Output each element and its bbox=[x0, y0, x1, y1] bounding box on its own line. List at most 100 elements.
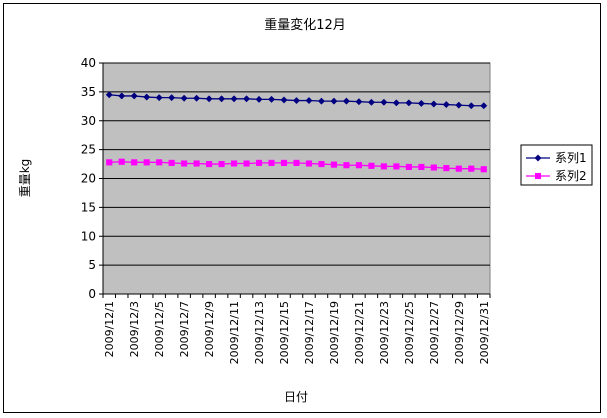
y-tick-label: 10 bbox=[81, 229, 96, 243]
series-1-point bbox=[330, 97, 338, 105]
series-1-point bbox=[292, 96, 301, 105]
x-tick-label: 2009/12/29 bbox=[453, 301, 466, 364]
series-2-point bbox=[305, 160, 313, 167]
x-tick-label: 2009/12/31 bbox=[478, 301, 491, 364]
y-tick-label: 40 bbox=[81, 56, 96, 70]
series-1-point bbox=[442, 101, 450, 109]
series-1-point bbox=[168, 94, 176, 102]
series-2-point bbox=[131, 159, 138, 166]
x-tick-label: 2009/12/13 bbox=[253, 301, 266, 364]
x-axis: 2009/12/1 2009/12/3 2009/12/5 2009/12/7 2009… bbox=[102, 293, 491, 364]
series-2-point bbox=[168, 159, 175, 166]
series-1-point bbox=[280, 96, 288, 104]
series-2-point bbox=[231, 160, 238, 167]
series-1-point bbox=[118, 92, 126, 100]
y-axis-title: 重量kg bbox=[18, 159, 32, 198]
series-1-point bbox=[193, 94, 201, 102]
series-2-point bbox=[455, 165, 462, 172]
x-tick-label: 2009/12/25 bbox=[403, 301, 416, 364]
legend-entry-1: 系列1 bbox=[526, 151, 587, 165]
series-1-point bbox=[155, 94, 163, 102]
x-axis-title: 日付 bbox=[284, 390, 308, 404]
series-1-point bbox=[243, 95, 251, 103]
series-1-point bbox=[417, 99, 425, 107]
series-1-point bbox=[430, 100, 438, 108]
series-1-point bbox=[455, 101, 463, 109]
y-tick-label: 35 bbox=[81, 85, 96, 99]
series-2-point bbox=[206, 161, 213, 168]
series-2-point bbox=[318, 161, 325, 168]
series-2-point bbox=[443, 165, 450, 172]
series-2-point bbox=[280, 159, 288, 166]
series-2-point bbox=[243, 160, 250, 167]
series-1-point bbox=[255, 95, 263, 103]
series-2-point bbox=[118, 158, 125, 165]
x-tick-label: 2009/12/3 bbox=[128, 301, 141, 357]
series-1-point bbox=[342, 97, 350, 105]
series-2-point bbox=[330, 161, 338, 168]
legend-box bbox=[520, 144, 593, 186]
chart-title: 重量変化12月 bbox=[264, 17, 346, 33]
x-tick-label: 2009/12/27 bbox=[428, 301, 441, 364]
x-tick-label: 2009/12/9 bbox=[203, 301, 216, 357]
series-2-point bbox=[343, 162, 350, 169]
series-layer bbox=[105, 91, 488, 173]
x-tick-label: 2009/12/23 bbox=[378, 301, 391, 364]
series-1 bbox=[105, 91, 488, 110]
y-tick-label: 0 bbox=[88, 287, 96, 301]
series-2-point bbox=[268, 159, 275, 166]
series-2-point bbox=[293, 159, 300, 166]
x-tick-label: 2009/12/17 bbox=[303, 301, 316, 364]
x-tick-label: 2009/12/1 bbox=[103, 301, 116, 357]
grid-lines bbox=[103, 62, 490, 266]
series-1-point bbox=[230, 95, 238, 103]
x-tick-label: 2009/12/21 bbox=[353, 301, 366, 364]
y-tick-label: 30 bbox=[81, 114, 96, 128]
series-1-point bbox=[305, 96, 313, 105]
series-1-point bbox=[105, 91, 113, 99]
series-2-point bbox=[480, 166, 487, 173]
series-2-point bbox=[418, 163, 425, 170]
series-2-point bbox=[430, 164, 437, 171]
series-1-point bbox=[355, 98, 363, 106]
series-1-point bbox=[380, 98, 388, 106]
legend-entry-2: 系列2 bbox=[526, 169, 587, 183]
series-1-point bbox=[267, 95, 276, 103]
series-1-point bbox=[180, 94, 188, 102]
series-1-point bbox=[317, 97, 326, 105]
series-1-point bbox=[392, 99, 400, 107]
series-1-point bbox=[130, 92, 138, 100]
x-tick-label: 2009/12/19 bbox=[328, 301, 341, 364]
series-1-point bbox=[218, 95, 226, 103]
series-2-point bbox=[393, 163, 400, 170]
series-2 bbox=[106, 158, 487, 173]
series-2-point bbox=[181, 160, 188, 167]
series-2-point bbox=[368, 162, 375, 169]
series-1-point bbox=[143, 93, 151, 101]
series-2-point bbox=[143, 159, 150, 166]
y-tick-label: 15 bbox=[81, 200, 96, 214]
series-2-point bbox=[218, 161, 225, 168]
y-tick-label: 5 bbox=[88, 258, 96, 272]
y-tick-label: 20 bbox=[81, 172, 96, 186]
x-tick-label: 2009/12/7 bbox=[178, 301, 191, 357]
series-1-point bbox=[205, 95, 213, 103]
legend-marker bbox=[534, 172, 542, 180]
series-1-point bbox=[405, 99, 413, 107]
x-tick-label: 2009/12/5 bbox=[153, 301, 166, 357]
series-2-point bbox=[380, 163, 387, 170]
series-2-point bbox=[193, 160, 200, 167]
legend-label: 系列1 bbox=[555, 151, 587, 165]
series-2-point bbox=[468, 165, 475, 172]
series-2-point bbox=[405, 163, 412, 170]
x-tick-label: 2009/12/15 bbox=[278, 301, 291, 364]
series-1-point bbox=[467, 102, 475, 110]
series-1-point bbox=[480, 102, 488, 110]
legend-marker bbox=[534, 154, 542, 162]
y-tick-label: 25 bbox=[81, 143, 96, 157]
y-axis: 0 5 10 15 20 25 30 35 40 bbox=[81, 56, 104, 301]
series-1-point bbox=[367, 98, 375, 106]
legend-label: 系列2 bbox=[555, 169, 587, 183]
